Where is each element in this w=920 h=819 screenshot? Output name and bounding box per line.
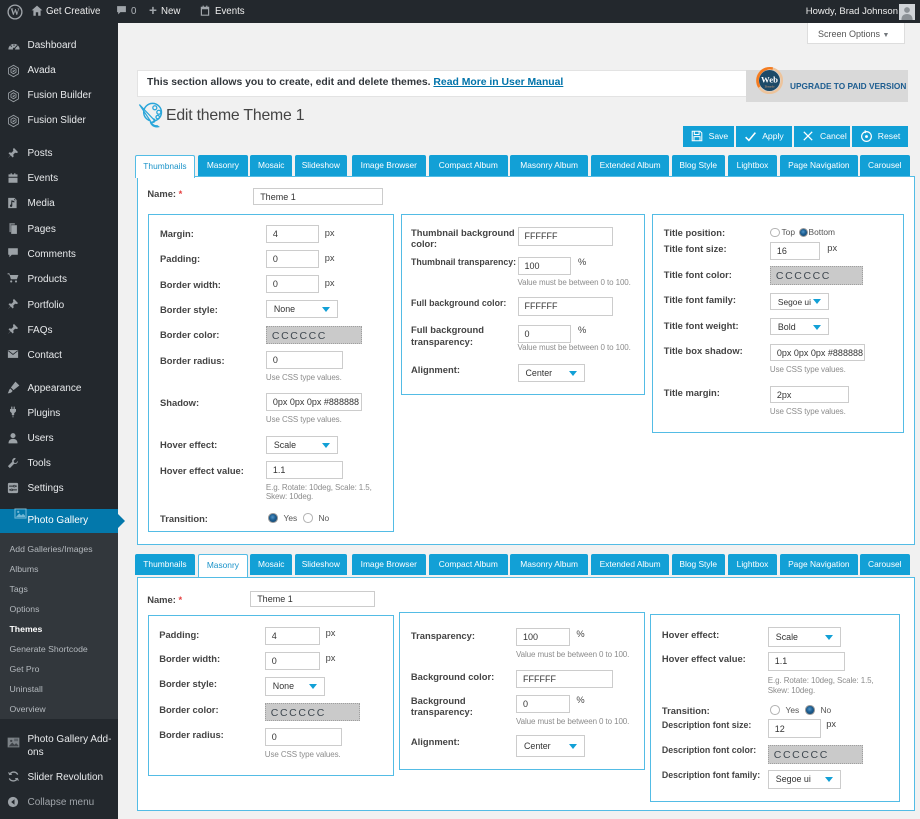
- svg-text:Web: Web: [761, 74, 778, 84]
- svg-text:W: W: [10, 7, 20, 17]
- svg-text:Dorado: Dorado: [765, 84, 775, 88]
